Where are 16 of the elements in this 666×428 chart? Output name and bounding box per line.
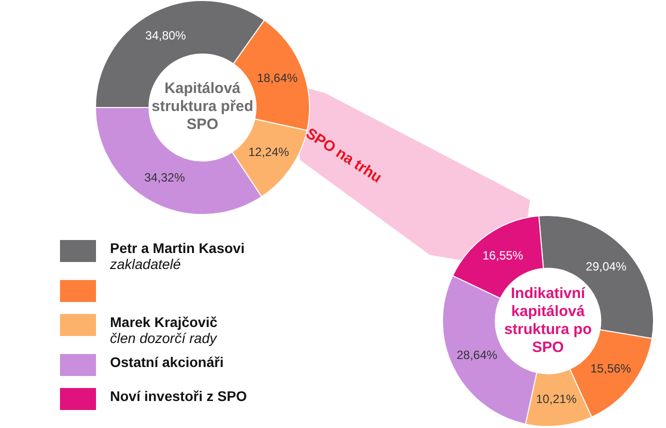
data-label: 29,04% xyxy=(586,260,627,274)
text: Kapitálová struktura před SPO xyxy=(152,80,254,134)
data-label: 12,24% xyxy=(248,145,290,160)
legend-label: Noví investoři z SPO xyxy=(110,388,247,404)
data-label: 18,64% xyxy=(256,70,298,85)
data-label: 15,56% xyxy=(590,362,632,376)
data-label: 10,21% xyxy=(536,392,578,406)
legend-label: Petr a Martin Kasovi zakladatelé xyxy=(110,240,245,272)
text: SPO na trhu xyxy=(302,125,385,186)
data-label: 34,32% xyxy=(144,170,186,185)
data-label: 34,80% xyxy=(145,28,186,43)
data-label: 28,64% xyxy=(456,348,498,362)
legend-label: Ostatní akcionáři xyxy=(110,354,224,370)
data-label: 16,55% xyxy=(482,248,524,262)
text: Indikativní kapitálová struktura po SPO xyxy=(504,284,592,356)
legend-label: Marek Krajčovič člen dozorčí rady xyxy=(110,314,218,346)
